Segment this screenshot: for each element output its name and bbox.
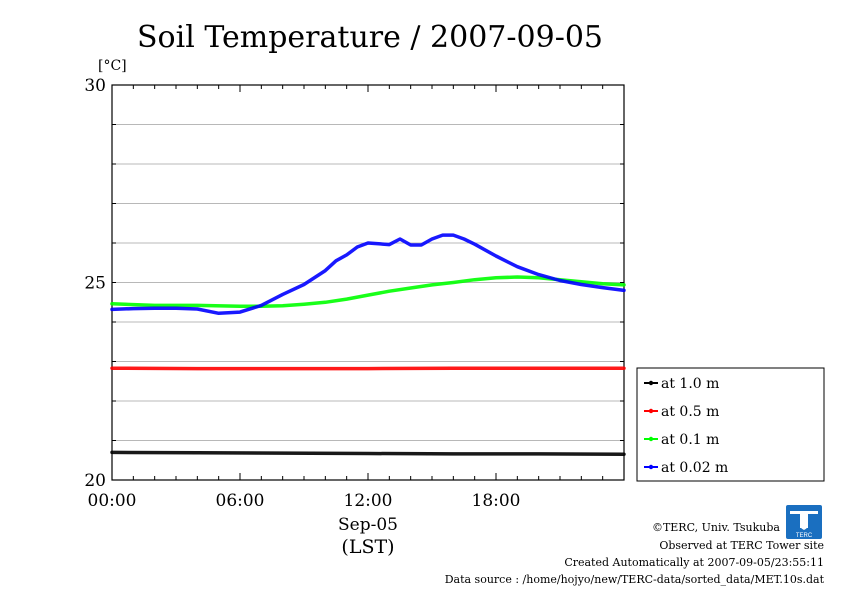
- series-line-at-0-1-m: [110, 275, 626, 308]
- copyright-text: ©TERC, Univ. Tsukuba: [652, 521, 780, 534]
- logo-text: TERC: [796, 533, 813, 539]
- legend: at 1.0 m at 0.5 m at 0.1 m at 0.02 m: [636, 367, 825, 482]
- series-line-at-0-02-m: [110, 233, 626, 316]
- logo-drop: [800, 518, 808, 530]
- terc-logo: TERC: [786, 505, 822, 539]
- observed-text: Observed at TERC Tower site: [659, 539, 824, 552]
- legend-label: at 1.0 m: [661, 376, 719, 392]
- legend-label: at 0.1 m: [661, 432, 719, 448]
- legend-marker: [648, 464, 654, 470]
- chart-title: Soil Temperature / 2007-09-05: [137, 20, 603, 55]
- legend-label: at 0.02 m: [661, 460, 728, 476]
- axis-ticks: 20 25 30 00:00 06:00 12:00 18:00: [84, 76, 625, 511]
- created-text: Created Automatically at 2007-09-05/23:5…: [564, 556, 824, 569]
- legend-box: [636, 367, 825, 482]
- y-tick-label: 20: [84, 471, 106, 491]
- legend-label: at 0.5 m: [661, 404, 719, 420]
- series-line-at-1-0-m: [110, 450, 626, 457]
- y-unit-label: [°C]: [98, 58, 127, 74]
- x-axis-date-label: Sep-05: [338, 515, 398, 535]
- x-tick-label: 00:00: [88, 491, 137, 511]
- y-tick-label: 25: [84, 274, 106, 294]
- x-tick-label: 12:00: [344, 491, 393, 511]
- legend-marker: [648, 380, 654, 386]
- legend-marker: [648, 408, 654, 414]
- y-tick-label: 30: [84, 76, 106, 96]
- x-axis-timezone-label: (LST): [341, 536, 394, 558]
- legend-marker: [648, 436, 654, 442]
- series-group: [110, 233, 626, 457]
- grid-lines: [112, 124, 624, 441]
- x-tick-label: 06:00: [216, 491, 265, 511]
- x-tick-label: 18:00: [472, 491, 521, 511]
- data-source-text: Data source : /home/hojyo/new/TERC-data/…: [445, 573, 825, 586]
